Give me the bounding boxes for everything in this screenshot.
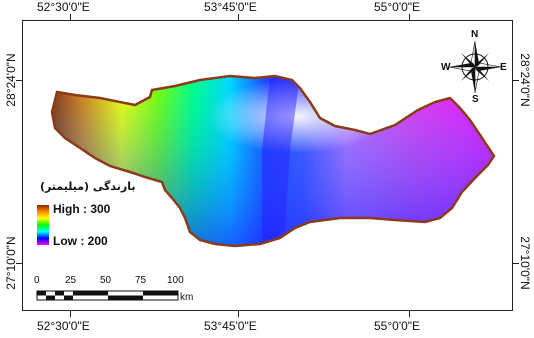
lon-label-top-3: 55°0'0"E — [374, 0, 421, 14]
legend-color-ramp — [37, 205, 49, 245]
legend-high-label: High : 300 — [53, 202, 111, 216]
tick-right-2 — [513, 263, 519, 264]
scale-tick-25: 25 — [65, 275, 77, 286]
tick-left-1 — [16, 80, 22, 81]
compass-n-label: N — [471, 29, 479, 40]
lon-label-bottom-3: 55°0'0"E — [374, 319, 421, 333]
compass-e-label: E — [500, 62, 507, 73]
lon-label-bottom-2: 53°45'0"E — [204, 319, 257, 333]
scale-tick-100: 100 — [167, 275, 184, 286]
north-arrow-icon — [448, 40, 502, 94]
tick-top-1 — [70, 14, 71, 20]
scale-tick-75: 75 — [135, 275, 147, 286]
scale-tick-50: 50 — [100, 275, 112, 286]
legend-low-label: Low : 200 — [53, 234, 108, 248]
tick-top-2 — [238, 14, 239, 20]
scale-tick-0: 0 — [34, 275, 40, 286]
lon-label-top-2: 53°45'0"E — [204, 0, 257, 14]
compass-s-label: S — [472, 94, 479, 105]
tick-bottom-3 — [409, 311, 410, 317]
tick-bottom-2 — [238, 311, 239, 317]
tick-top-3 — [409, 14, 410, 20]
tick-right-1 — [513, 80, 519, 81]
legend-title: بارندگی (میلیمتر) — [40, 180, 136, 193]
compass-w-label: W — [441, 62, 451, 73]
lon-label-top-1: 52°30'0"E — [37, 0, 90, 14]
lon-label-bottom-1: 52°30'0"E — [37, 319, 90, 333]
scale-bar — [36, 290, 179, 301]
tick-left-2 — [16, 263, 22, 264]
rainfall-surface — [52, 76, 494, 246]
scale-unit: km — [180, 292, 194, 303]
tick-bottom-1 — [70, 311, 71, 317]
